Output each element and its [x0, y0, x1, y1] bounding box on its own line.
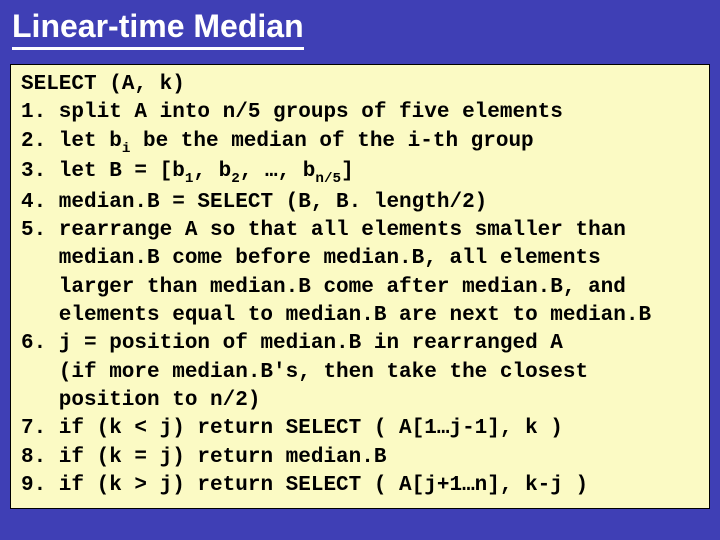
slide-title: Linear-time Median [12, 8, 304, 50]
code-line: 5. rearrange A so that all elements smal… [21, 217, 699, 245]
code-text: , …, b [240, 160, 316, 183]
algorithm-codebox: SELECT (A, k) 1. split A into n/5 groups… [10, 64, 710, 509]
code-line: 7. if (k < j) return SELECT ( A[1…j-1], … [21, 415, 699, 443]
code-line: 8. if (k = j) return median.B [21, 444, 699, 472]
code-text: 2. let b [21, 130, 122, 153]
code-text: 3. let B = [b [21, 160, 185, 183]
subscript: i [122, 141, 131, 157]
subscript: 1 [185, 171, 194, 187]
code-line: 6. j = position of median.B in rearrange… [21, 330, 699, 358]
code-line: SELECT (A, k) [21, 71, 699, 99]
code-line: median.B come before median.B, all eleme… [21, 245, 699, 273]
code-line: position to n/2) [21, 387, 699, 415]
code-line: 3. let B = [b1, b2, …, bn/5] [21, 158, 699, 188]
code-line: 4. median.B = SELECT (B, B. length/2) [21, 189, 699, 217]
code-text: , b [193, 160, 231, 183]
code-line: larger than median.B come after median.B… [21, 274, 699, 302]
subscript: n/5 [315, 171, 341, 187]
slide: Linear-time Median SELECT (A, k) 1. spli… [0, 0, 720, 540]
code-line: 9. if (k > j) return SELECT ( A[j+1…n], … [21, 472, 699, 500]
code-text: ] [341, 160, 354, 183]
code-line: 1. split A into n/5 groups of five eleme… [21, 99, 699, 127]
code-line: elements equal to median.B are next to m… [21, 302, 699, 330]
code-text: be the median of the i-th group [130, 130, 533, 153]
code-line: 2. let bi be the median of the i-th grou… [21, 128, 699, 158]
code-line: (if more median.B's, then take the close… [21, 359, 699, 387]
subscript: 2 [231, 171, 240, 187]
